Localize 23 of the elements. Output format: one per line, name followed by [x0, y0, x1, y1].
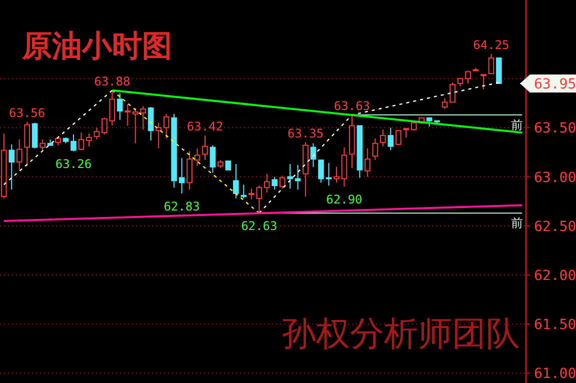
annotation: 63.35: [287, 126, 324, 140]
ref-line-label: 前: [511, 118, 523, 132]
ref-line: 前: [351, 114, 523, 132]
ref-line: 63.95: [520, 74, 576, 92]
annotation: 63.26: [55, 157, 92, 172]
y-tick-label: 63.00: [534, 170, 576, 186]
annotation: 63.88: [94, 74, 130, 88]
annotation: 63.42: [186, 120, 224, 134]
text: 原油小时图: [21, 29, 172, 64]
annotation: 62.90: [326, 192, 362, 207]
annotation: 63.63: [334, 98, 370, 113]
annotation: 62.63: [241, 219, 278, 234]
ref-line-label: 前: [511, 216, 523, 230]
ref-line-label: 63.95: [534, 76, 576, 92]
y-tick-label: 61.50: [534, 317, 576, 334]
y-tick-label: 62.00: [534, 268, 576, 284]
y-tick-label: 63.50: [534, 120, 576, 137]
annotation: 62.83: [164, 199, 200, 214]
annotation: 64.25: [473, 38, 510, 52]
annotation: 63.56: [9, 106, 46, 120]
annotation: 孙权分析师团队: [282, 314, 520, 354]
y-tick-label: 62.50: [534, 218, 576, 235]
y-tick-label: 61.00: [534, 366, 576, 382]
